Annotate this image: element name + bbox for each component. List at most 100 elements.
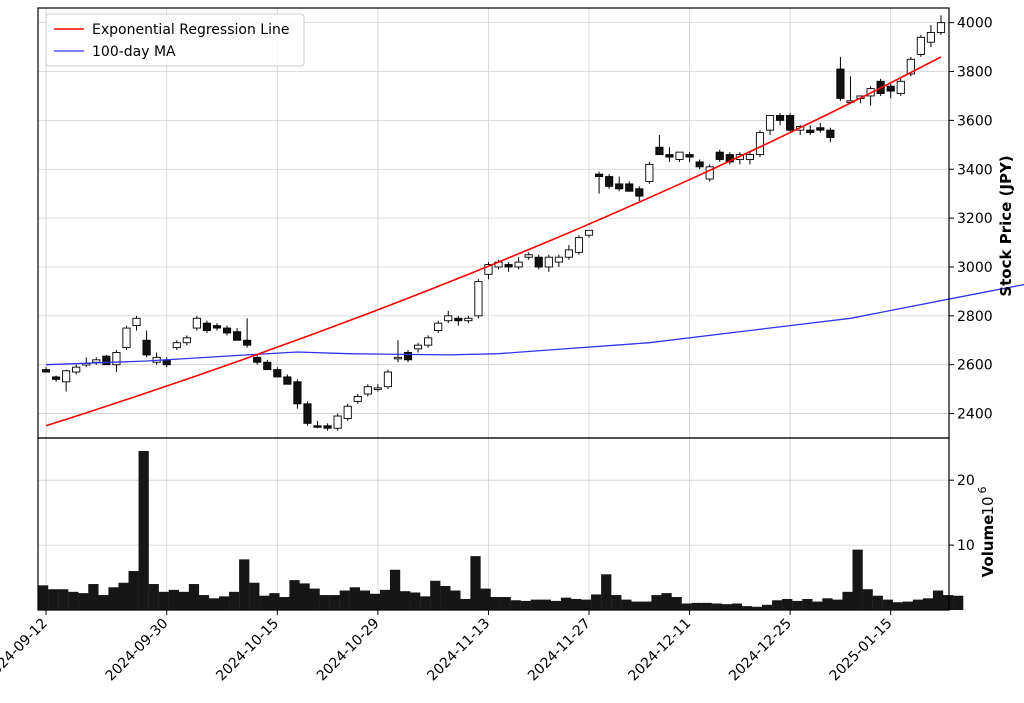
price-panel-frame xyxy=(37,7,950,439)
volume-bar xyxy=(581,599,592,610)
volume-bar xyxy=(731,603,743,610)
volume-bar xyxy=(902,601,914,610)
volume-bar xyxy=(389,569,401,610)
volume-bar xyxy=(892,602,903,610)
candle-up xyxy=(393,356,403,360)
candle-up xyxy=(72,366,81,373)
volume-bar xyxy=(480,588,491,610)
candle-up xyxy=(333,415,342,429)
candle-up xyxy=(363,386,372,395)
candle-down xyxy=(695,161,704,168)
volume-bar xyxy=(329,595,340,610)
legend-ma-label: 100-day MA xyxy=(92,44,176,60)
volume-bar xyxy=(832,599,843,610)
volume-ylabel: Volume xyxy=(979,515,997,578)
candle-up xyxy=(484,264,493,275)
volume-bar xyxy=(802,598,813,610)
candle-up xyxy=(765,115,775,131)
volume-bar xyxy=(691,602,702,610)
volume-bar xyxy=(782,598,793,610)
candle-down xyxy=(886,85,895,92)
candle-down xyxy=(836,68,845,99)
volume-bar xyxy=(842,591,853,610)
volume-scale-label: 10 6 xyxy=(976,487,997,516)
candle-up xyxy=(675,151,684,160)
volume-bar xyxy=(420,596,431,610)
x-tick-label: 2024-11-13 xyxy=(424,616,493,685)
volume-bar xyxy=(349,587,360,610)
volume-bar xyxy=(922,598,934,610)
candle-down xyxy=(403,352,413,361)
volume-bar xyxy=(932,590,944,610)
volume-bar xyxy=(570,598,582,610)
volume-bar xyxy=(460,598,471,610)
volume-tick-label: 10 xyxy=(957,538,975,554)
volume-bar xyxy=(279,597,290,610)
candle-up xyxy=(755,132,765,156)
candle-down xyxy=(142,339,151,356)
candle-up xyxy=(464,317,473,322)
candle-down xyxy=(41,369,51,373)
volume-bar xyxy=(822,598,833,610)
candle-up xyxy=(62,370,71,383)
candle-down xyxy=(313,425,322,428)
volume-bar xyxy=(98,595,109,610)
candle-down xyxy=(293,381,302,405)
candle-down xyxy=(655,146,664,156)
volume-bar xyxy=(108,587,119,610)
volume-bar xyxy=(560,597,572,610)
volume-bar xyxy=(641,601,652,610)
volume-bar xyxy=(369,593,381,610)
candle-up xyxy=(514,261,523,268)
candle-up xyxy=(584,229,594,236)
volume-bar xyxy=(681,603,692,610)
candle-up xyxy=(172,342,181,349)
candle-up xyxy=(444,315,453,322)
candle-down xyxy=(595,173,604,178)
candle-down xyxy=(102,355,111,366)
volume-bar xyxy=(138,450,149,610)
volume-bar xyxy=(520,600,531,610)
volume-bar xyxy=(440,585,451,610)
candle-down xyxy=(534,256,543,268)
volume-bar xyxy=(721,604,733,610)
candle-down xyxy=(454,317,463,322)
candle-down xyxy=(715,151,724,160)
candle-down xyxy=(504,264,513,268)
candle-up xyxy=(916,36,925,55)
volume-bar xyxy=(500,597,511,610)
volume-bar xyxy=(812,601,823,610)
volume-bar xyxy=(88,584,99,610)
candle-down xyxy=(222,327,232,334)
price-tick-label: 3200 xyxy=(957,211,993,227)
volume-bar xyxy=(430,580,441,610)
candle-up xyxy=(122,327,131,349)
volume-bar xyxy=(711,603,722,610)
volume-bar xyxy=(792,600,803,610)
volume-bar xyxy=(591,594,602,610)
volume-bar xyxy=(701,602,712,610)
volume-bar xyxy=(671,597,682,610)
volume-bar xyxy=(249,582,260,610)
volume-bar xyxy=(862,589,873,610)
candle-down xyxy=(625,183,634,192)
candle-up xyxy=(906,58,915,75)
candle-up xyxy=(414,344,423,350)
overlay-lines xyxy=(45,56,1024,427)
volume-bar xyxy=(943,595,954,610)
candle-up xyxy=(926,31,935,43)
price-ylabel: Stock Price (JPY) xyxy=(997,155,1015,296)
candle-up xyxy=(112,352,121,366)
candle-down xyxy=(243,339,252,346)
volume-scale-base: 10 xyxy=(979,496,997,515)
volume-bar xyxy=(762,604,773,610)
price-tick-label: 4000 xyxy=(957,16,993,32)
volume-bar xyxy=(118,582,129,610)
volume-bar xyxy=(58,589,69,610)
candle-up xyxy=(92,359,101,363)
volume-grid xyxy=(38,438,949,610)
volume-bar xyxy=(198,595,210,610)
volume-bar xyxy=(601,574,612,610)
volume-bar xyxy=(269,593,280,610)
